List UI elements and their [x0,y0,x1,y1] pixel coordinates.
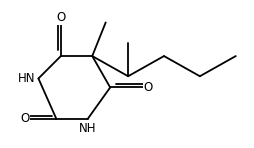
Text: HN: HN [18,72,35,85]
Text: O: O [20,112,30,125]
Text: O: O [56,11,66,24]
Text: O: O [144,81,153,94]
Text: NH: NH [79,122,97,135]
